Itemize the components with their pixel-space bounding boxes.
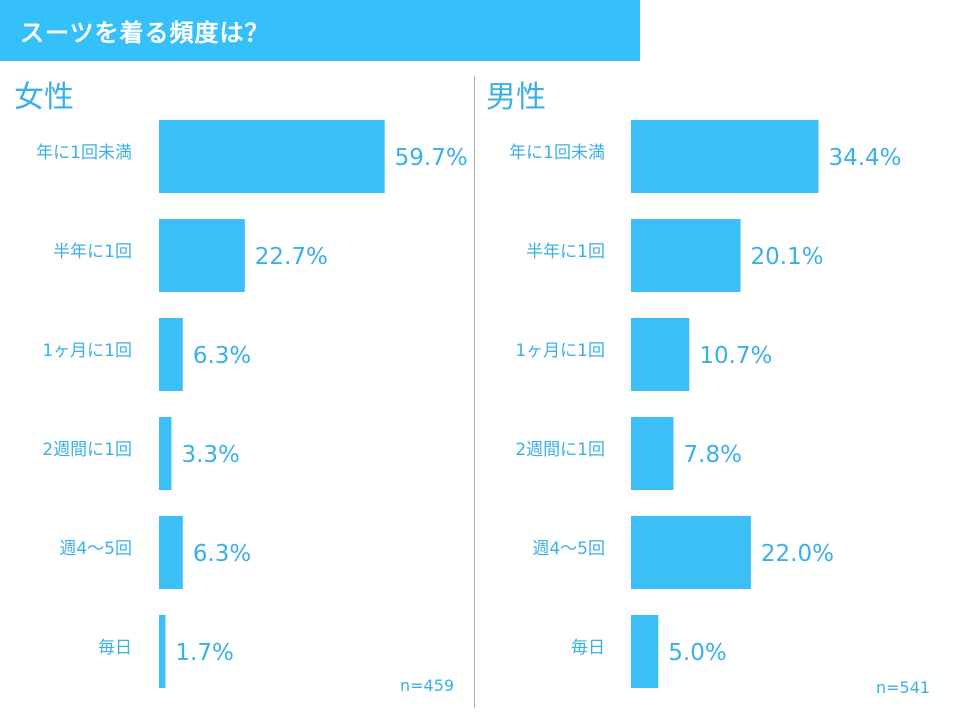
- female-category-label: 半年に1回: [53, 242, 132, 262]
- male-bar: [631, 516, 751, 589]
- panel-title-male: 男性: [486, 80, 546, 115]
- female-bar: [159, 615, 166, 688]
- female-value-label: 1.7%: [175, 640, 233, 666]
- female-bar-chart: 年に1回未満 59.7% 半年に1回 22.7% 1ヶ月に1回 6.3% 2週間に1回 3.3…: [36, 120, 468, 688]
- female-category-label: 年に1回未満: [36, 143, 132, 163]
- male-category-label: 毎日: [571, 638, 605, 658]
- male-value-label: 10.7%: [699, 343, 772, 369]
- female-value-label: 6.3%: [193, 343, 251, 369]
- male-category-label: 週4〜5回: [532, 539, 605, 559]
- female-value-label: 3.3%: [181, 442, 239, 468]
- male-bar: [631, 219, 741, 292]
- female-bar: [159, 516, 183, 589]
- male-value-label: 5.0%: [668, 640, 726, 666]
- panel-divider: [474, 76, 475, 708]
- chart-title: スーツを着る頻度は？: [20, 19, 270, 47]
- female-value-label: 6.3%: [193, 541, 251, 567]
- female-category-label: 1ヶ月に1回: [42, 341, 132, 361]
- panel-title-female: 女性: [14, 80, 74, 115]
- male-category-label: 2週間に1回: [515, 440, 605, 460]
- male-value-label: 7.8%: [684, 442, 742, 468]
- female-value-label: 22.7%: [255, 244, 328, 270]
- title-banner: スーツを着る頻度は？: [0, 0, 640, 61]
- female-value-label: 59.7%: [395, 145, 468, 171]
- female-category-label: 週4〜5回: [59, 539, 132, 559]
- male-value-label: 22.0%: [761, 541, 834, 567]
- male-value-label: 34.4%: [828, 145, 901, 171]
- sample-size-male: n=541: [876, 678, 931, 697]
- female-category-label: 毎日: [98, 638, 132, 658]
- male-value-label: 20.1%: [751, 244, 824, 270]
- female-bar: [159, 120, 385, 193]
- male-category-label: 半年に1回: [526, 242, 605, 262]
- female-bar: [159, 219, 245, 292]
- male-bar: [631, 318, 690, 391]
- male-bar: [631, 417, 674, 490]
- male-category-label: 1ヶ月に1回: [515, 341, 605, 361]
- female-bar: [159, 417, 172, 490]
- male-bar: [631, 120, 819, 193]
- male-category-label: 年に1回未満: [509, 143, 605, 163]
- sample-size-female: n=459: [400, 676, 455, 695]
- female-category-label: 2週間に1回: [42, 440, 132, 460]
- female-bar: [159, 318, 183, 391]
- male-bar: [631, 615, 659, 688]
